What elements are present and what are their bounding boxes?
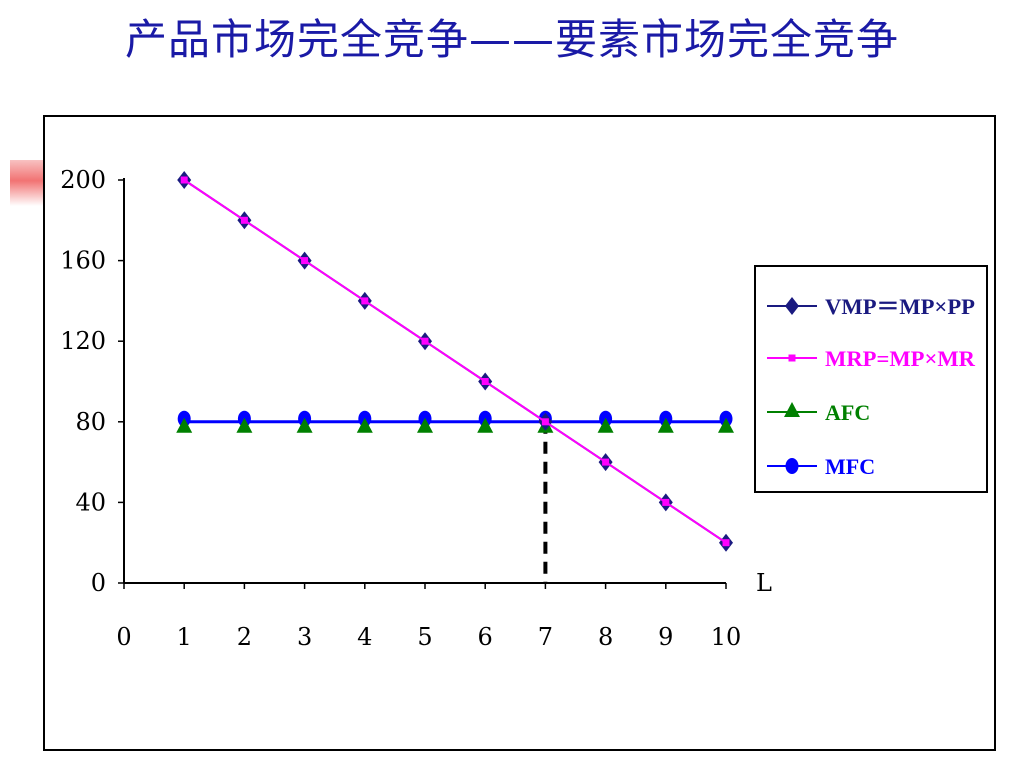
triangle-data-point	[296, 417, 313, 433]
triangle-data-point	[657, 417, 674, 433]
x-tick-label: 3	[297, 623, 312, 651]
triangle-data-point	[718, 417, 734, 433]
legend-marker	[785, 297, 799, 315]
square-data-point	[541, 418, 549, 426]
square-series	[180, 176, 730, 547]
y-tick-label: 40	[75, 488, 106, 516]
x-tick-label: 4	[357, 623, 372, 651]
triangle-data-point	[356, 417, 373, 433]
y-tick-label: 80	[75, 408, 106, 436]
square-data-point	[361, 297, 369, 305]
legend-marker	[784, 402, 800, 417]
square-data-point	[481, 378, 489, 385]
chart-legend: VMP＝MP×PP MRP=MP×MR AFC MFC	[754, 265, 988, 493]
square-data-point	[662, 498, 670, 506]
square-data-point	[602, 458, 610, 466]
square-data-point	[180, 176, 188, 184]
decorative-accent-bar	[10, 160, 48, 206]
triangle-data-point	[597, 417, 614, 433]
x-tick-label: 2	[237, 623, 252, 651]
square-series-line	[183, 179, 727, 544]
square-data-point	[421, 337, 429, 345]
chart-series	[176, 171, 734, 552]
x-tick-label: 0	[116, 623, 131, 651]
triangle-data-point	[477, 417, 494, 433]
legend-label: VMP＝MP×PP	[825, 294, 975, 319]
x-axis-label: L	[756, 569, 772, 597]
square-data-point	[722, 539, 730, 547]
x-tick-label: 1	[177, 623, 192, 651]
y-tick-label: 160	[60, 247, 106, 275]
legend-label: MFC	[825, 454, 875, 479]
x-tick-label: 5	[417, 623, 432, 651]
x-tick-label: 10	[711, 623, 742, 651]
square-data-point	[240, 216, 248, 224]
chart-ticks: 0 40 80 120 160 200 0 1 2 3 4 5 6 7 8 9 10 L	[60, 166, 772, 651]
square-data-point	[301, 257, 309, 265]
triangle-data-point	[176, 417, 193, 433]
x-tick-label: 8	[598, 623, 613, 651]
y-tick-label: 200	[60, 166, 106, 194]
y-tick-label: 0	[91, 569, 106, 597]
y-tick-label: 120	[60, 327, 106, 355]
triangle-data-point	[417, 417, 433, 433]
legend-label: MRP=MP×MR	[825, 346, 976, 371]
legend-label: AFC	[825, 400, 870, 425]
slide-title: 产品市场完全竞争——要素市场完全竞争	[124, 15, 899, 64]
x-tick-label: 9	[658, 623, 673, 651]
x-tick-label: 7	[538, 623, 553, 651]
legend-marker	[785, 458, 799, 474]
triangle-data-point	[236, 417, 253, 433]
x-tick-label: 6	[478, 623, 493, 651]
legend-marker	[788, 354, 796, 362]
